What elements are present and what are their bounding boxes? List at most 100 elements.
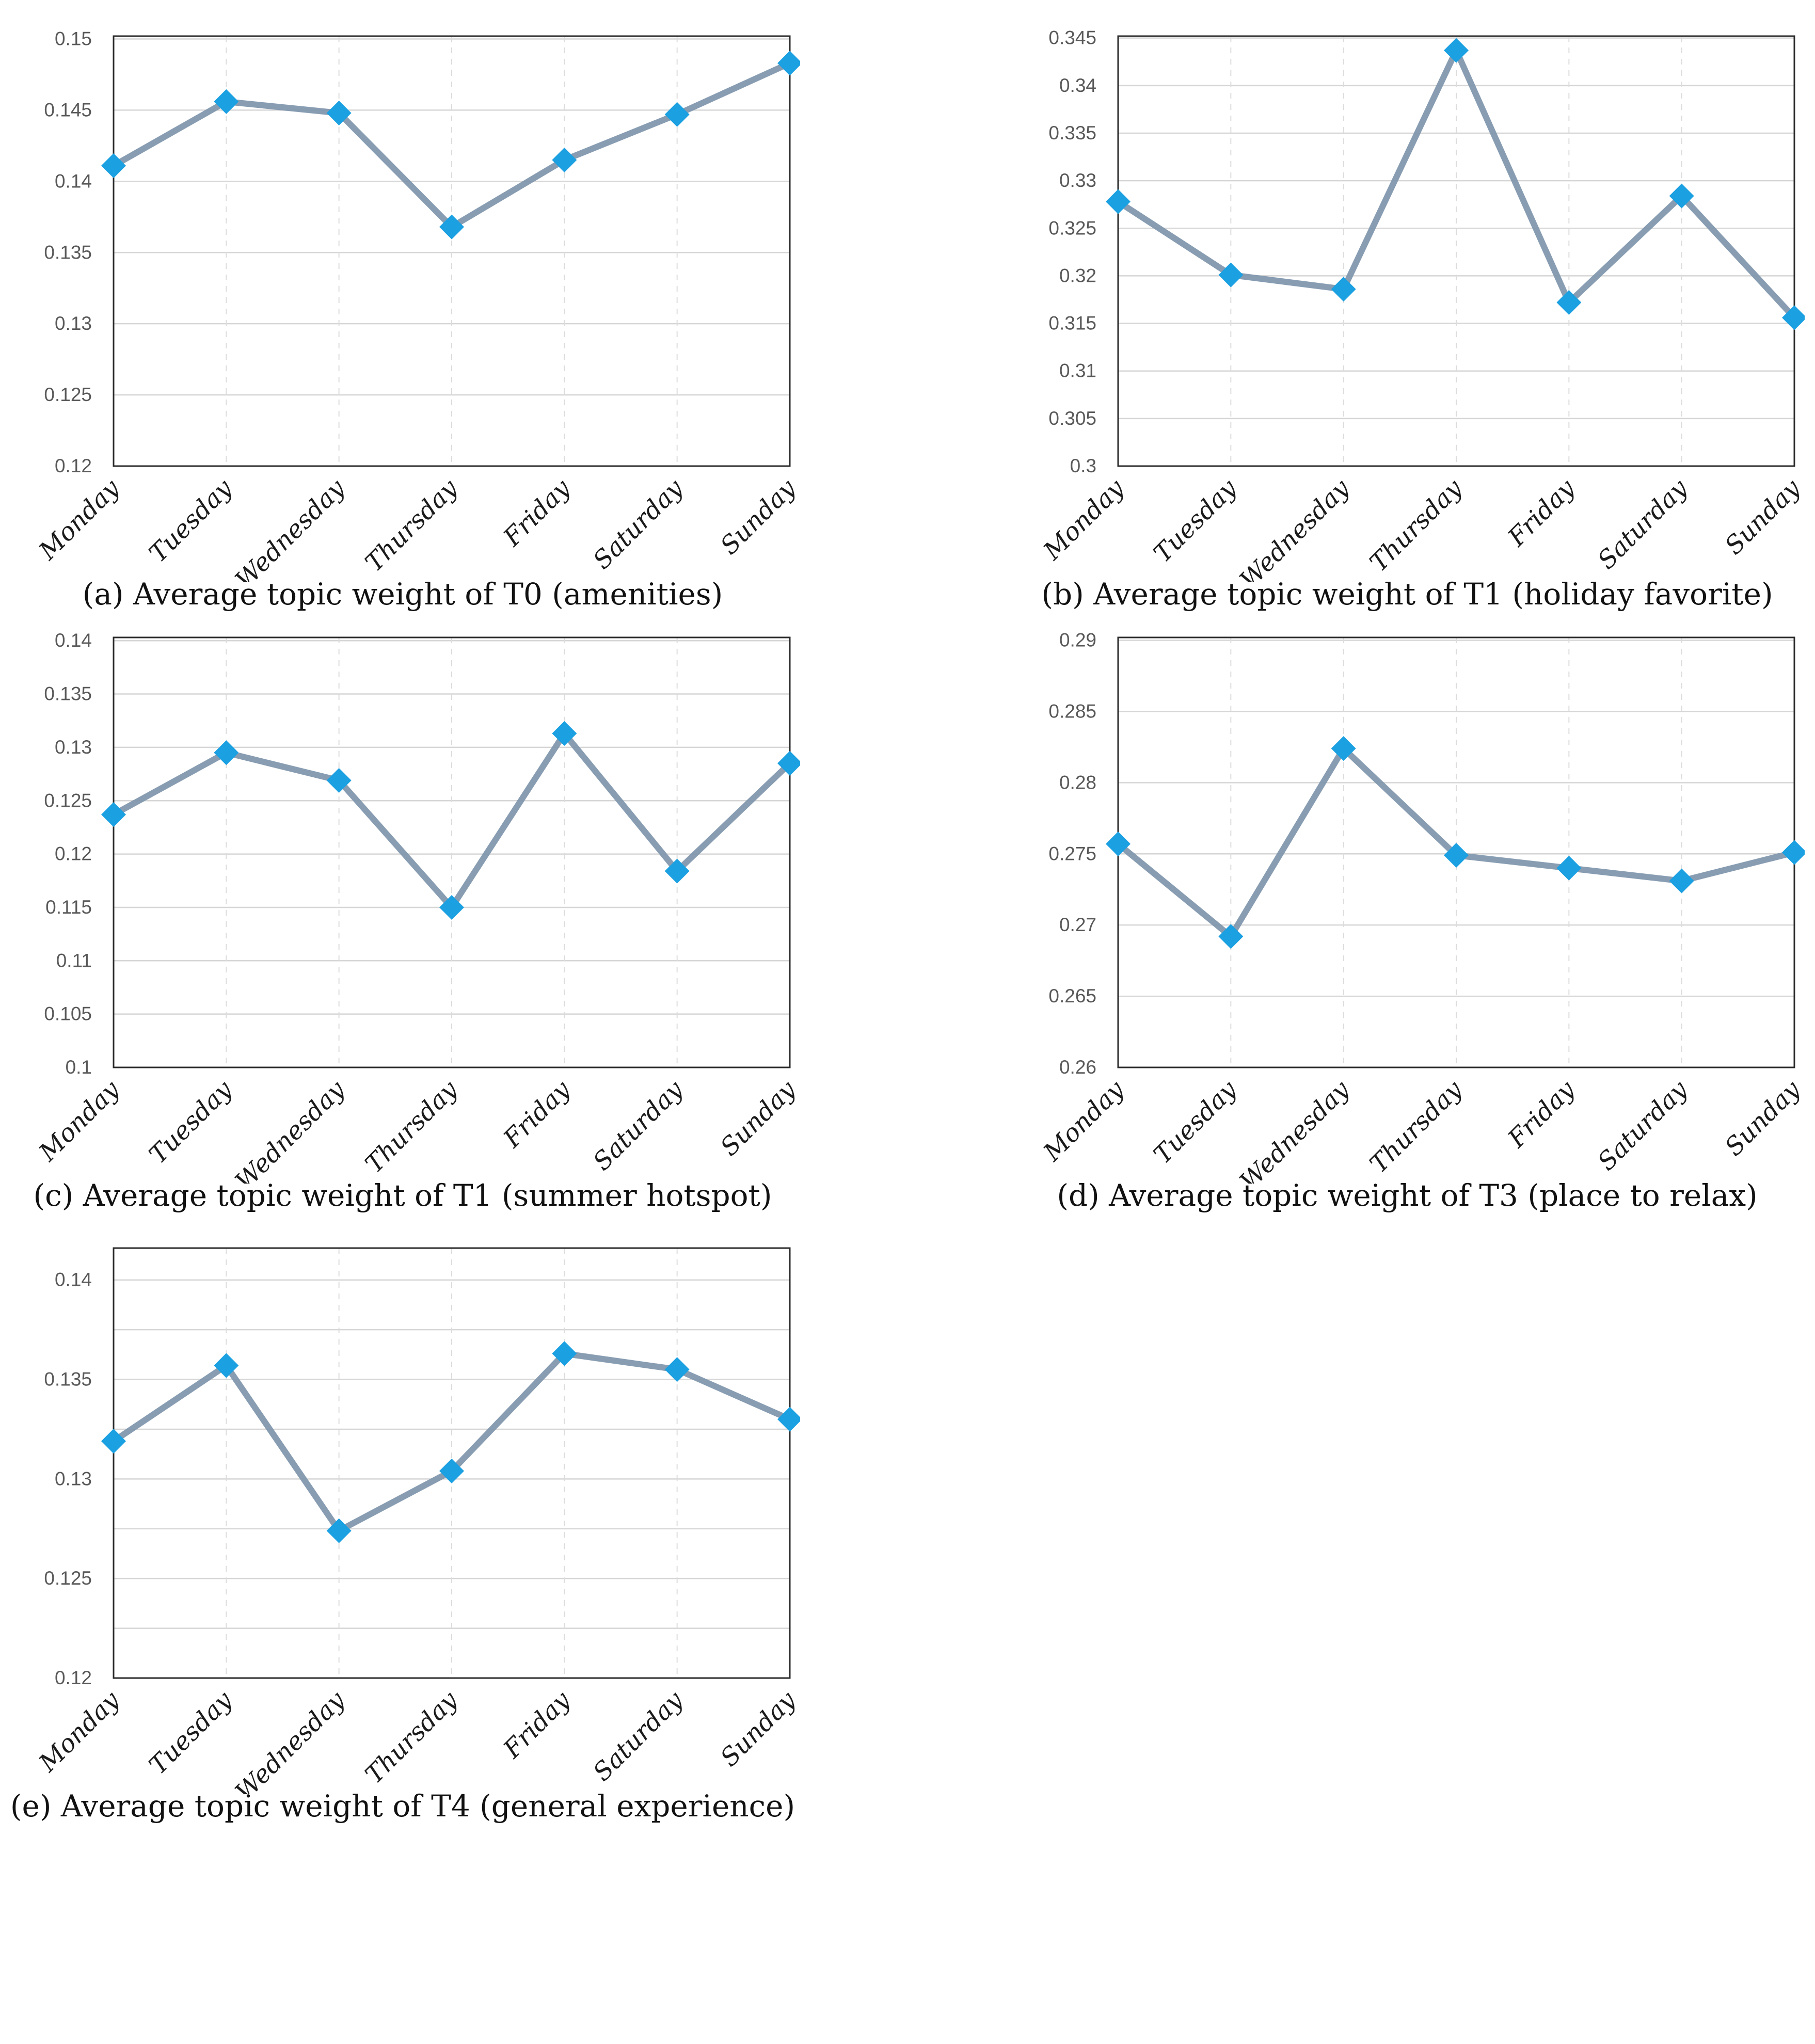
data-point <box>1106 831 1131 856</box>
chart-a: 0.12 0.125 0.13 0.135 0.14 0.145 0.15 Monday Tue… <box>33 28 800 582</box>
y-tick-label: 0.305 <box>1048 408 1096 429</box>
caption-a: (a) Average topic weight of T0 (amenitie… <box>82 577 723 612</box>
data-point <box>1669 183 1694 209</box>
caption-c: (c) Average topic weight of T1 (summer h… <box>33 1178 772 1213</box>
x-tick-label: Monday <box>33 1075 125 1167</box>
x-tick-label: Monday <box>1038 1075 1130 1167</box>
figure-b: 0.3 0.305 0.31 0.315 0.32 0.325 0.33 0.335 0.34 0… <box>1010 14 1805 612</box>
data-point <box>326 768 352 793</box>
x-tick-label: Thursday <box>1364 1075 1468 1178</box>
y-tick-label: 0.315 <box>1048 313 1096 334</box>
data-point <box>664 858 690 884</box>
data-point <box>214 89 239 114</box>
data-point <box>1782 305 1805 330</box>
x-tick-label: Saturday <box>1592 1075 1694 1176</box>
data-point <box>552 147 577 172</box>
x-tick-label: Sunday <box>1720 473 1805 560</box>
y-tick-label: 0.27 <box>1059 914 1096 935</box>
y-tick-label: 0.13 <box>55 737 92 758</box>
x-tick-label: Wednesday <box>230 1685 351 1794</box>
figure-e: 0.12 0.125 0.13 0.135 0.14 Monday Tuesday Wedne… <box>5 1226 800 1824</box>
x-tick-label: Sunday <box>1720 1075 1805 1161</box>
y-tick-label: 0.14 <box>55 170 92 191</box>
data-point <box>439 1458 464 1483</box>
data-point <box>552 721 577 746</box>
data-point <box>777 51 800 76</box>
y-tick-label: 0.1 <box>66 1057 92 1078</box>
y-tick-label: 0.105 <box>44 1003 92 1025</box>
y-tick-label: 0.11 <box>56 950 92 971</box>
data-point <box>326 100 352 125</box>
caption-b: (b) Average topic weight of T1 (holiday … <box>1041 577 1773 612</box>
data-point <box>664 102 690 127</box>
data-point <box>1218 262 1244 288</box>
data-point <box>214 1353 239 1378</box>
y-tick-label: 0.125 <box>44 1568 92 1589</box>
data-point <box>777 750 800 776</box>
y-tick-label: 0.14 <box>55 1269 92 1290</box>
data-point <box>214 740 239 765</box>
data-point <box>1556 290 1582 315</box>
y-tick-label: 0.115 <box>45 897 92 918</box>
caption-d: (d) Average topic weight of T3 (place to… <box>1057 1178 1758 1213</box>
data-point <box>777 1407 800 1432</box>
data-point <box>1331 736 1356 761</box>
y-tick-label: 0.135 <box>44 1369 92 1390</box>
plot-frame <box>113 35 791 467</box>
y-tick-label: 0.345 <box>1048 27 1096 49</box>
data-point <box>1106 189 1131 214</box>
data-point <box>1218 924 1244 949</box>
y-tick-label: 0.265 <box>1048 985 1096 1007</box>
x-tick-label: Friday <box>498 1075 577 1154</box>
x-tick-label: Wednesday <box>1234 1075 1356 1184</box>
chart-d: 0.26 0.265 0.27 0.275 0.28 0.285 0.29 Monday Tue… <box>1038 630 1805 1184</box>
x-tick-label: Wednesday <box>230 473 351 582</box>
x-tick-label: Saturday <box>1592 473 1694 575</box>
data-point <box>664 1357 690 1382</box>
y-tick-label: 0.12 <box>55 455 92 476</box>
x-tick-label: Sunday <box>715 1685 800 1772</box>
y-tick-label: 0.13 <box>55 1468 92 1489</box>
y-tick-label: 0.285 <box>1048 700 1096 722</box>
x-tick-label: Friday <box>1502 473 1581 552</box>
caption-e: (e) Average topic weight of T4 (general … <box>10 1788 795 1824</box>
x-tick-label: Monday <box>33 1685 125 1778</box>
x-tick-label: Friday <box>1502 1075 1581 1154</box>
y-tick-label: 0.14 <box>55 630 92 651</box>
chart-e: 0.12 0.125 0.13 0.135 0.14 Monday TuesdayWedne… <box>33 1247 800 1794</box>
x-tick-label: Friday <box>498 1685 577 1764</box>
x-tick-label: Thursday <box>360 1685 464 1789</box>
plot-frame <box>1117 35 1795 467</box>
data-point <box>326 1518 352 1543</box>
chart-b: 0.3 0.305 0.31 0.315 0.32 0.325 0.33 0.335 0.34 0… <box>1038 27 1805 582</box>
x-tick-label: Thursday <box>360 1075 464 1178</box>
data-point <box>439 895 464 920</box>
x-tick-label: Tuesday <box>144 1685 238 1780</box>
y-tick-label: 0.28 <box>1059 772 1096 793</box>
data-point <box>101 802 126 827</box>
y-tick-label: 0.125 <box>44 790 92 811</box>
y-tick-label: 0.335 <box>1048 122 1096 143</box>
data-point <box>552 1341 577 1366</box>
y-tick-label: 0.31 <box>1059 360 1096 381</box>
y-tick-label: 0.33 <box>1059 170 1096 191</box>
series-line <box>110 60 793 230</box>
x-tick-label: Tuesday <box>1148 1075 1243 1169</box>
x-tick-label: Saturday <box>587 1075 689 1176</box>
x-tick-label: Sunday <box>715 1075 800 1161</box>
x-tick-label: Sunday <box>715 473 800 560</box>
x-tick-label: Monday <box>33 473 125 566</box>
data-point <box>101 153 126 179</box>
y-tick-label: 0.135 <box>44 242 92 263</box>
y-tick-label: 0.125 <box>44 384 92 405</box>
plot-frame <box>113 636 791 1068</box>
x-tick-label: Thursday <box>360 473 464 577</box>
y-tick-label: 0.34 <box>1059 75 1096 96</box>
x-tick-label: Monday <box>1038 473 1130 566</box>
y-tick-label: 0.145 <box>44 99 92 120</box>
y-tick-label: 0.29 <box>1059 630 1096 651</box>
y-tick-label: 0.15 <box>55 28 92 50</box>
figure-d: 0.26 0.265 0.27 0.275 0.28 0.285 0.29 Monday Tue… <box>1010 616 1805 1213</box>
x-tick-label: Wednesday <box>230 1075 351 1184</box>
